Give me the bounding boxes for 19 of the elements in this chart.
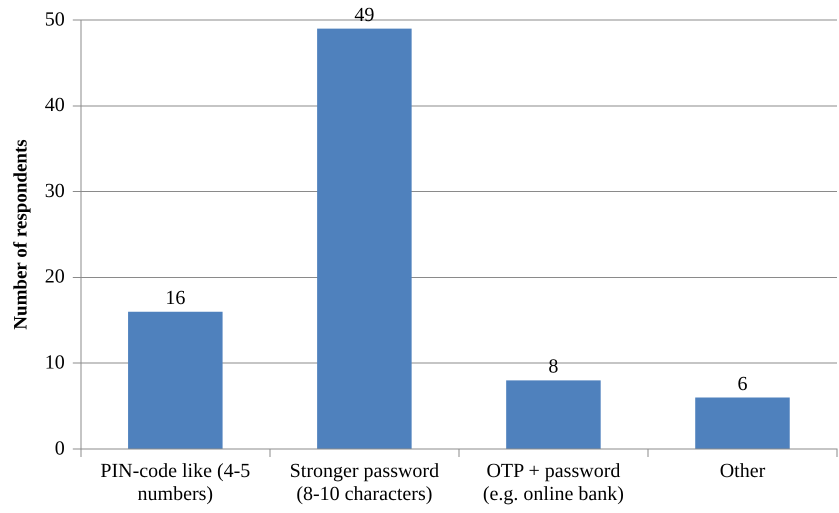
bar: [128, 312, 223, 448]
data-label: 16: [165, 286, 186, 309]
data-label: 49: [354, 4, 374, 26]
bar: [506, 380, 601, 448]
x-tick-label: Other: [720, 460, 766, 482]
y-tick-label: 40: [44, 94, 65, 116]
y-tick-label: 0: [54, 437, 65, 460]
bar: [695, 398, 790, 448]
y-axis-title: Number of respondents: [10, 139, 32, 330]
x-tick-label: OTP + password (e.g. online bank): [482, 460, 624, 505]
y-tick-label: 50: [44, 8, 65, 30]
data-label: 8: [548, 356, 558, 378]
y-tick-label: 30: [44, 180, 65, 202]
x-tick-label: Stronger password (8-10 characters): [290, 460, 440, 505]
y-tick-label: 10: [44, 351, 65, 374]
data-label: 6: [737, 372, 748, 395]
x-tick-label: PIN-code like (4-5 numbers): [100, 460, 250, 505]
y-tick-label: 20: [44, 266, 65, 288]
bar: [317, 28, 412, 448]
